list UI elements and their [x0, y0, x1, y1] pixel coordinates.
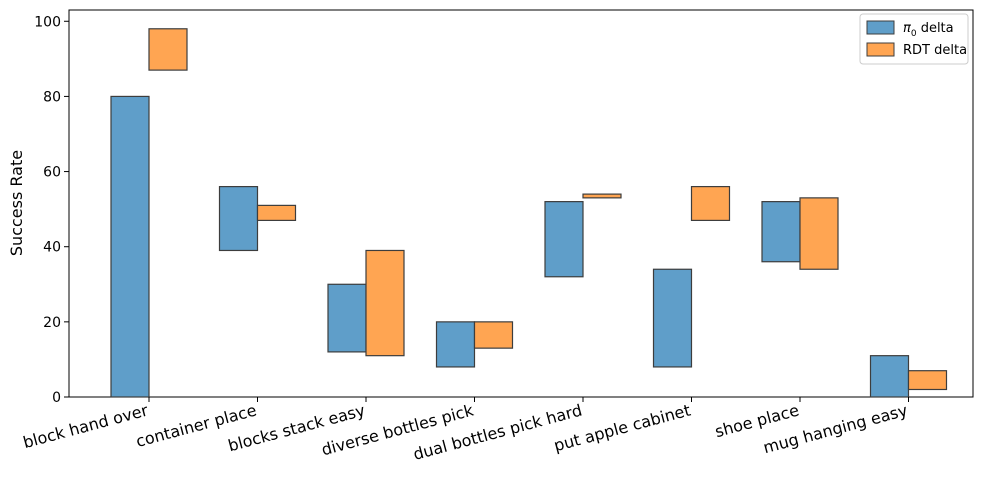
legend-swatch-rdt: [866, 42, 895, 57]
y-tick-label-3: 60: [43, 165, 61, 181]
legend-label-rdt: RDT delta: [903, 43, 967, 58]
bar-rdt-5: [690, 185, 731, 222]
legend-pi-subscript: 0: [911, 29, 917, 39]
bar-pi0-6: [761, 201, 801, 263]
bar-rdt-0: [148, 28, 188, 71]
bar-rdt-7: [907, 370, 948, 391]
bar-pi0-1: [218, 185, 259, 252]
y-tick-label-2: 40: [43, 240, 61, 256]
bar-pi0-4: [544, 201, 584, 278]
y-tick-label-0: 0: [52, 390, 61, 406]
bar-rdt-4: [582, 193, 622, 199]
bar-pi0-7: [869, 355, 910, 398]
bar-rdt-2: [365, 249, 405, 357]
legend-pi-suffix: delta: [917, 21, 954, 36]
plot-frame: [68, 9, 974, 398]
y-axis: 0 20 40 60 80 100: [34, 14, 69, 406]
bar-pi0-5: [652, 268, 693, 368]
x-tick-label-0: block hand over: [21, 400, 150, 452]
bar-pi0-0: [110, 95, 150, 398]
y-tick-label-5: 100: [34, 14, 61, 30]
bar-pi0-2: [327, 283, 367, 353]
legend-label-pi0: π0 delta: [903, 21, 954, 39]
y-axis-title: Success Rate: [7, 150, 26, 256]
legend: π0 delta RDT delta: [859, 13, 969, 65]
y-tick-label-1: 20: [43, 315, 61, 331]
bar-rdt-6: [799, 197, 839, 270]
legend-swatch-pi0: [866, 20, 895, 35]
bar-pi0-3: [435, 321, 476, 368]
y-tick-label-4: 80: [43, 89, 61, 105]
bars: [110, 28, 948, 398]
legend-pi-symbol: π: [903, 21, 911, 36]
bar-rdt-1: [256, 204, 297, 222]
bar-rdt-3: [473, 321, 514, 349]
